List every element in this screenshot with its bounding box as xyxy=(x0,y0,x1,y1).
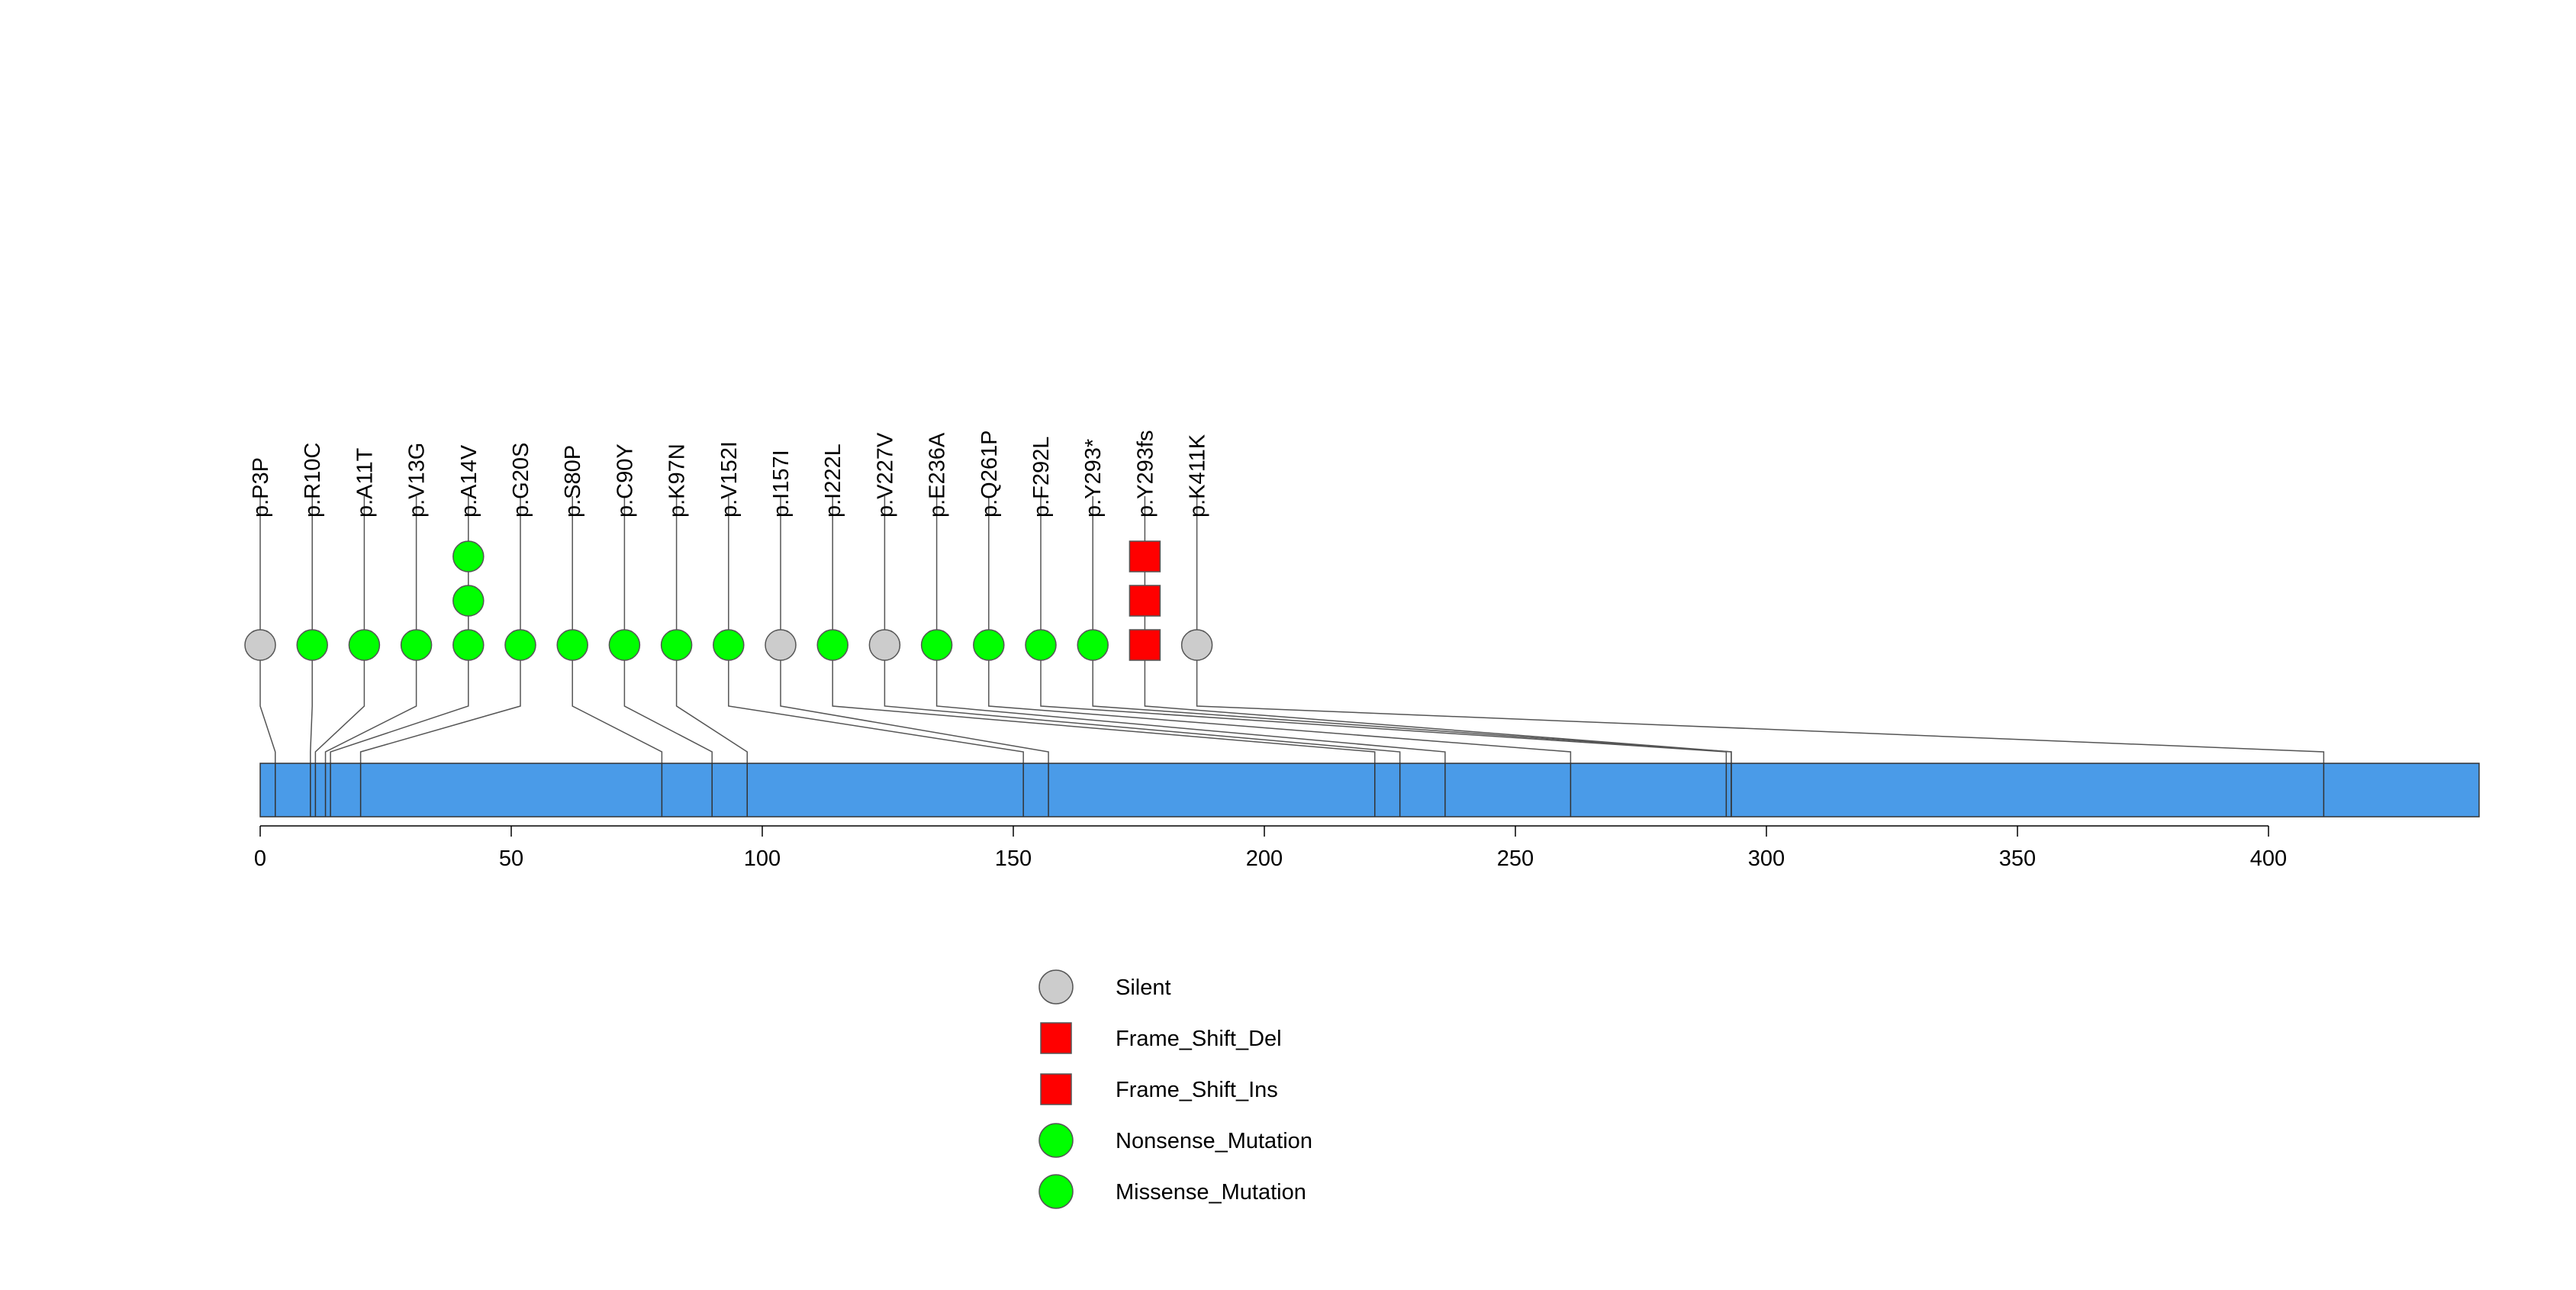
marker-p-c90y-1 xyxy=(608,629,641,661)
x-tick-label-50: 50 xyxy=(499,847,523,871)
marker-p-i222l-1 xyxy=(816,629,848,661)
marker-p-p3p-1 xyxy=(244,629,276,661)
stem-p-k411k xyxy=(1196,496,2325,763)
stem-p-e236a xyxy=(935,496,1446,763)
mutation-markers xyxy=(244,540,1213,661)
mutation-label-p-p3p: p.P3P xyxy=(249,457,273,518)
x-tick-label-0: 0 xyxy=(254,847,266,871)
mutation-label-p-q261p: p.Q261P xyxy=(977,431,1002,518)
marker-p-y293fs-3 xyxy=(1129,540,1161,572)
marker-p-g20s-1 xyxy=(504,629,536,661)
stem-p-a11t xyxy=(314,496,365,763)
legend-swatch-silent xyxy=(1038,969,1074,1005)
mutation-label-p-k411k: p.K411K xyxy=(1186,434,1210,518)
mutation-label-p-y293fs: p.Y293fs xyxy=(1133,431,1158,518)
stem-p-p3p xyxy=(259,496,276,763)
mutation-label-p-k97n: p.K97N xyxy=(665,443,690,518)
marker-p-v227v-1 xyxy=(868,629,901,661)
mutation-label-p-a14v: p.A14V xyxy=(457,444,481,518)
marker-p-q261p-1 xyxy=(973,629,1005,661)
mutation-label-p-a11t: p.A11T xyxy=(353,447,377,518)
x-tick-label-350: 350 xyxy=(1999,847,2036,871)
marker-p-v13g-1 xyxy=(400,629,433,661)
stem-p-k97n xyxy=(675,496,749,763)
stem-p-i222l xyxy=(832,496,1376,763)
mutation-label-p-i157i: p.I157I xyxy=(769,450,794,518)
stem-p-v227v xyxy=(884,496,1401,763)
x-tick-label-200: 200 xyxy=(1246,847,1283,871)
stem-p-f292l xyxy=(1040,496,1728,763)
marker-p-y293fs-1 xyxy=(1129,629,1161,661)
x-tick-label-400: 400 xyxy=(2250,847,2287,871)
marker-p-s80p-1 xyxy=(556,629,588,661)
mutation-label-p-s80p: p.S80P xyxy=(561,445,585,518)
legend-label-nonsense-mutation: Nonsense_Mutation xyxy=(1116,1129,1312,1153)
protein-bar xyxy=(259,763,2480,818)
mutation-label-p-r10c: p.R10C xyxy=(301,443,325,518)
stem-p-c90y xyxy=(623,496,713,763)
x-tick-label-100: 100 xyxy=(744,847,781,871)
marker-p-f292l-1 xyxy=(1025,629,1057,661)
legend-label-frame-shift-del: Frame_Shift_Del xyxy=(1116,1027,1282,1051)
stem-p-r10c xyxy=(310,496,313,763)
legend-label-missense-mutation: Missense_Mutation xyxy=(1116,1180,1306,1205)
stem-p-q261p xyxy=(988,496,1572,763)
marker-p-a14v-1 xyxy=(452,629,485,661)
mutation-label-p-i222l: p.I222L xyxy=(821,443,845,518)
stem-p-s80p xyxy=(572,496,663,763)
mutation-label-p-y293: p.Y293* xyxy=(1081,439,1106,518)
marker-p-i157i-1 xyxy=(765,629,797,661)
mutation-label-p-c90y: p.C90Y xyxy=(613,443,637,518)
marker-p-y293-1 xyxy=(1077,629,1109,661)
x-tick-label-150: 150 xyxy=(995,847,1032,871)
marker-p-a11t-1 xyxy=(348,629,381,661)
x-tick-label-250: 250 xyxy=(1497,847,1534,871)
mutation-label-p-v227v: p.V227V xyxy=(873,432,897,518)
stem-p-v152i xyxy=(728,496,1024,763)
marker-p-a14v-2 xyxy=(452,585,485,617)
legend-swatch-missense-mutation xyxy=(1038,1174,1074,1209)
marker-p-r10c-1 xyxy=(296,629,328,661)
stem-p-v13g xyxy=(324,496,417,763)
stem-p-i157i xyxy=(780,496,1049,763)
x-tick-label-300: 300 xyxy=(1748,847,1785,871)
mutation-labels: p.P3P p.R10C p.A11T p.V13G p.A14V p.G20S p.S80… xyxy=(249,431,1210,518)
legend: Silent Frame_Shift_Del Frame_Shift_Ins Nons… xyxy=(1038,969,1312,1209)
marker-p-y293fs-2 xyxy=(1129,585,1161,617)
legend-label-frame-shift-ins: Frame_Shift_Ins xyxy=(1116,1078,1278,1102)
mutation-label-p-e236a: p.E236A xyxy=(926,432,950,518)
legend-swatch-frame-shift-ins xyxy=(1040,1073,1072,1105)
mutation-label-p-g20s: p.G20S xyxy=(509,443,533,518)
site-ticks xyxy=(274,763,2325,817)
marker-p-a14v-3 xyxy=(452,540,485,572)
mutation-stems xyxy=(259,496,2325,763)
x-axis: 0 50 100 150 200 250 300 350 400 xyxy=(254,825,2287,871)
mutation-label-p-v13g: p.V13G xyxy=(405,443,430,518)
marker-p-e236a-1 xyxy=(920,629,953,661)
marker-p-v152i-1 xyxy=(713,629,745,661)
mutation-label-p-f292l: p.F292L xyxy=(1029,437,1054,518)
stem-p-g20s xyxy=(359,496,521,763)
legend-swatch-frame-shift-del xyxy=(1040,1022,1072,1054)
marker-p-k97n-1 xyxy=(660,629,693,661)
mutation-label-p-v152i: p.V152I xyxy=(717,441,742,518)
marker-p-k411k-1 xyxy=(1180,629,1213,661)
legend-swatch-nonsense-mutation xyxy=(1038,1123,1074,1158)
legend-label-silent: Silent xyxy=(1116,976,1171,1000)
